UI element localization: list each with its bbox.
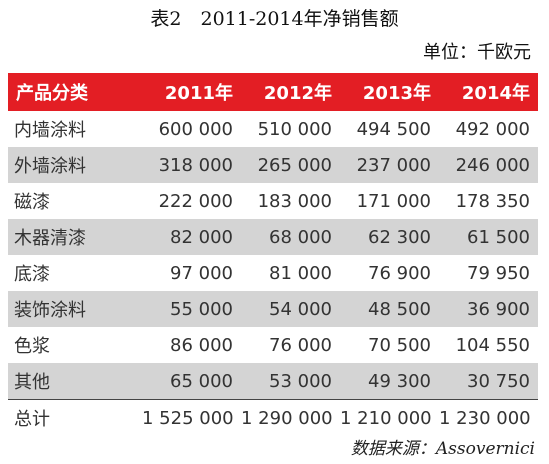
row-value: 183 000 (257, 190, 332, 212)
row-value: 30 750 (439, 363, 538, 400)
row-value: 510 000 (257, 118, 332, 140)
total-value: 1 525 000 (142, 399, 241, 436)
row-value: 36 900 (439, 291, 538, 327)
row-value: 49 300 (340, 363, 439, 400)
row-value: 97 000 (170, 262, 233, 284)
row-category: 其他 (8, 363, 142, 400)
table-row: 内墙涂料 600 000 510 000 494 500 492 000 (8, 111, 538, 147)
row-category: 内墙涂料 (14, 120, 86, 141)
row-value: 86 000 (170, 334, 233, 356)
row-value: 70 500 (368, 334, 431, 356)
row-value: 81 000 (269, 262, 332, 284)
row-value: 55 000 (142, 291, 241, 327)
row-value: 76 900 (368, 262, 431, 284)
row-value: 237 000 (340, 147, 439, 183)
table-row: 色浆 86 000 76 000 70 500 104 550 (8, 327, 538, 363)
row-category: 装饰涂料 (8, 291, 142, 327)
table-row: 底漆 97 000 81 000 76 900 79 950 (8, 255, 538, 291)
row-value: 82 000 (142, 219, 241, 255)
table-row: 装饰涂料 55 000 54 000 48 500 36 900 (8, 291, 538, 327)
header-cell-2013: 2013年 (340, 73, 439, 111)
row-value: 171 000 (356, 190, 431, 212)
row-value: 104 550 (455, 334, 530, 356)
row-category: 外墙涂料 (8, 147, 142, 183)
row-value: 600 000 (158, 118, 233, 140)
row-value: 48 500 (340, 291, 439, 327)
total-value: 1 290 000 (241, 399, 340, 436)
row-value: 265 000 (241, 147, 340, 183)
unit-label: 单位：千欧元 (423, 42, 531, 63)
row-value: 54 000 (241, 291, 340, 327)
row-value: 492 000 (455, 118, 530, 140)
row-value: 53 000 (241, 363, 340, 400)
row-category: 底漆 (14, 264, 50, 285)
total-row: 总计 1 525 000 1 290 000 1 210 000 1 230 0… (8, 399, 538, 436)
row-category: 色浆 (14, 336, 50, 357)
table-row: 外墙涂料 318 000 265 000 237 000 246 000 (8, 147, 538, 183)
row-value: 76 000 (269, 334, 332, 356)
row-value: 318 000 (142, 147, 241, 183)
header-cell-2011: 2011年 (142, 73, 241, 111)
header-cell-category: 产品分类 (8, 73, 142, 111)
row-value: 178 350 (455, 190, 530, 212)
row-value: 494 500 (356, 118, 431, 140)
total-value: 1 230 000 (439, 399, 538, 436)
row-value: 246 000 (439, 147, 538, 183)
header-cell-2014: 2014年 (439, 73, 538, 111)
table-row: 磁漆 222 000 183 000 171 000 178 350 (8, 183, 538, 219)
row-value: 68 000 (241, 219, 340, 255)
row-category: 磁漆 (14, 192, 50, 213)
table-title: 表2 2011-2014年净销售额 (150, 8, 399, 30)
header-row: 产品分类 2011年 2012年 2013年 2014年 (8, 73, 538, 111)
row-value: 61 500 (439, 219, 538, 255)
source-note: 数据来源：Assovernici (350, 439, 535, 459)
table-row: 其他 65 000 53 000 49 300 30 750 (8, 363, 538, 400)
total-value: 1 210 000 (340, 399, 439, 436)
total-label: 总计 (8, 399, 142, 436)
row-value: 79 950 (467, 262, 530, 284)
row-value: 65 000 (142, 363, 241, 400)
table-row: 木器清漆 82 000 68 000 62 300 61 500 (8, 219, 538, 255)
row-value: 62 300 (340, 219, 439, 255)
sales-table: 产品分类 2011年 2012年 2013年 2014年 内墙涂料 600 00… (8, 73, 538, 436)
row-value: 222 000 (158, 190, 233, 212)
header-cell-2012: 2012年 (241, 73, 340, 111)
row-category: 木器清漆 (8, 219, 142, 255)
